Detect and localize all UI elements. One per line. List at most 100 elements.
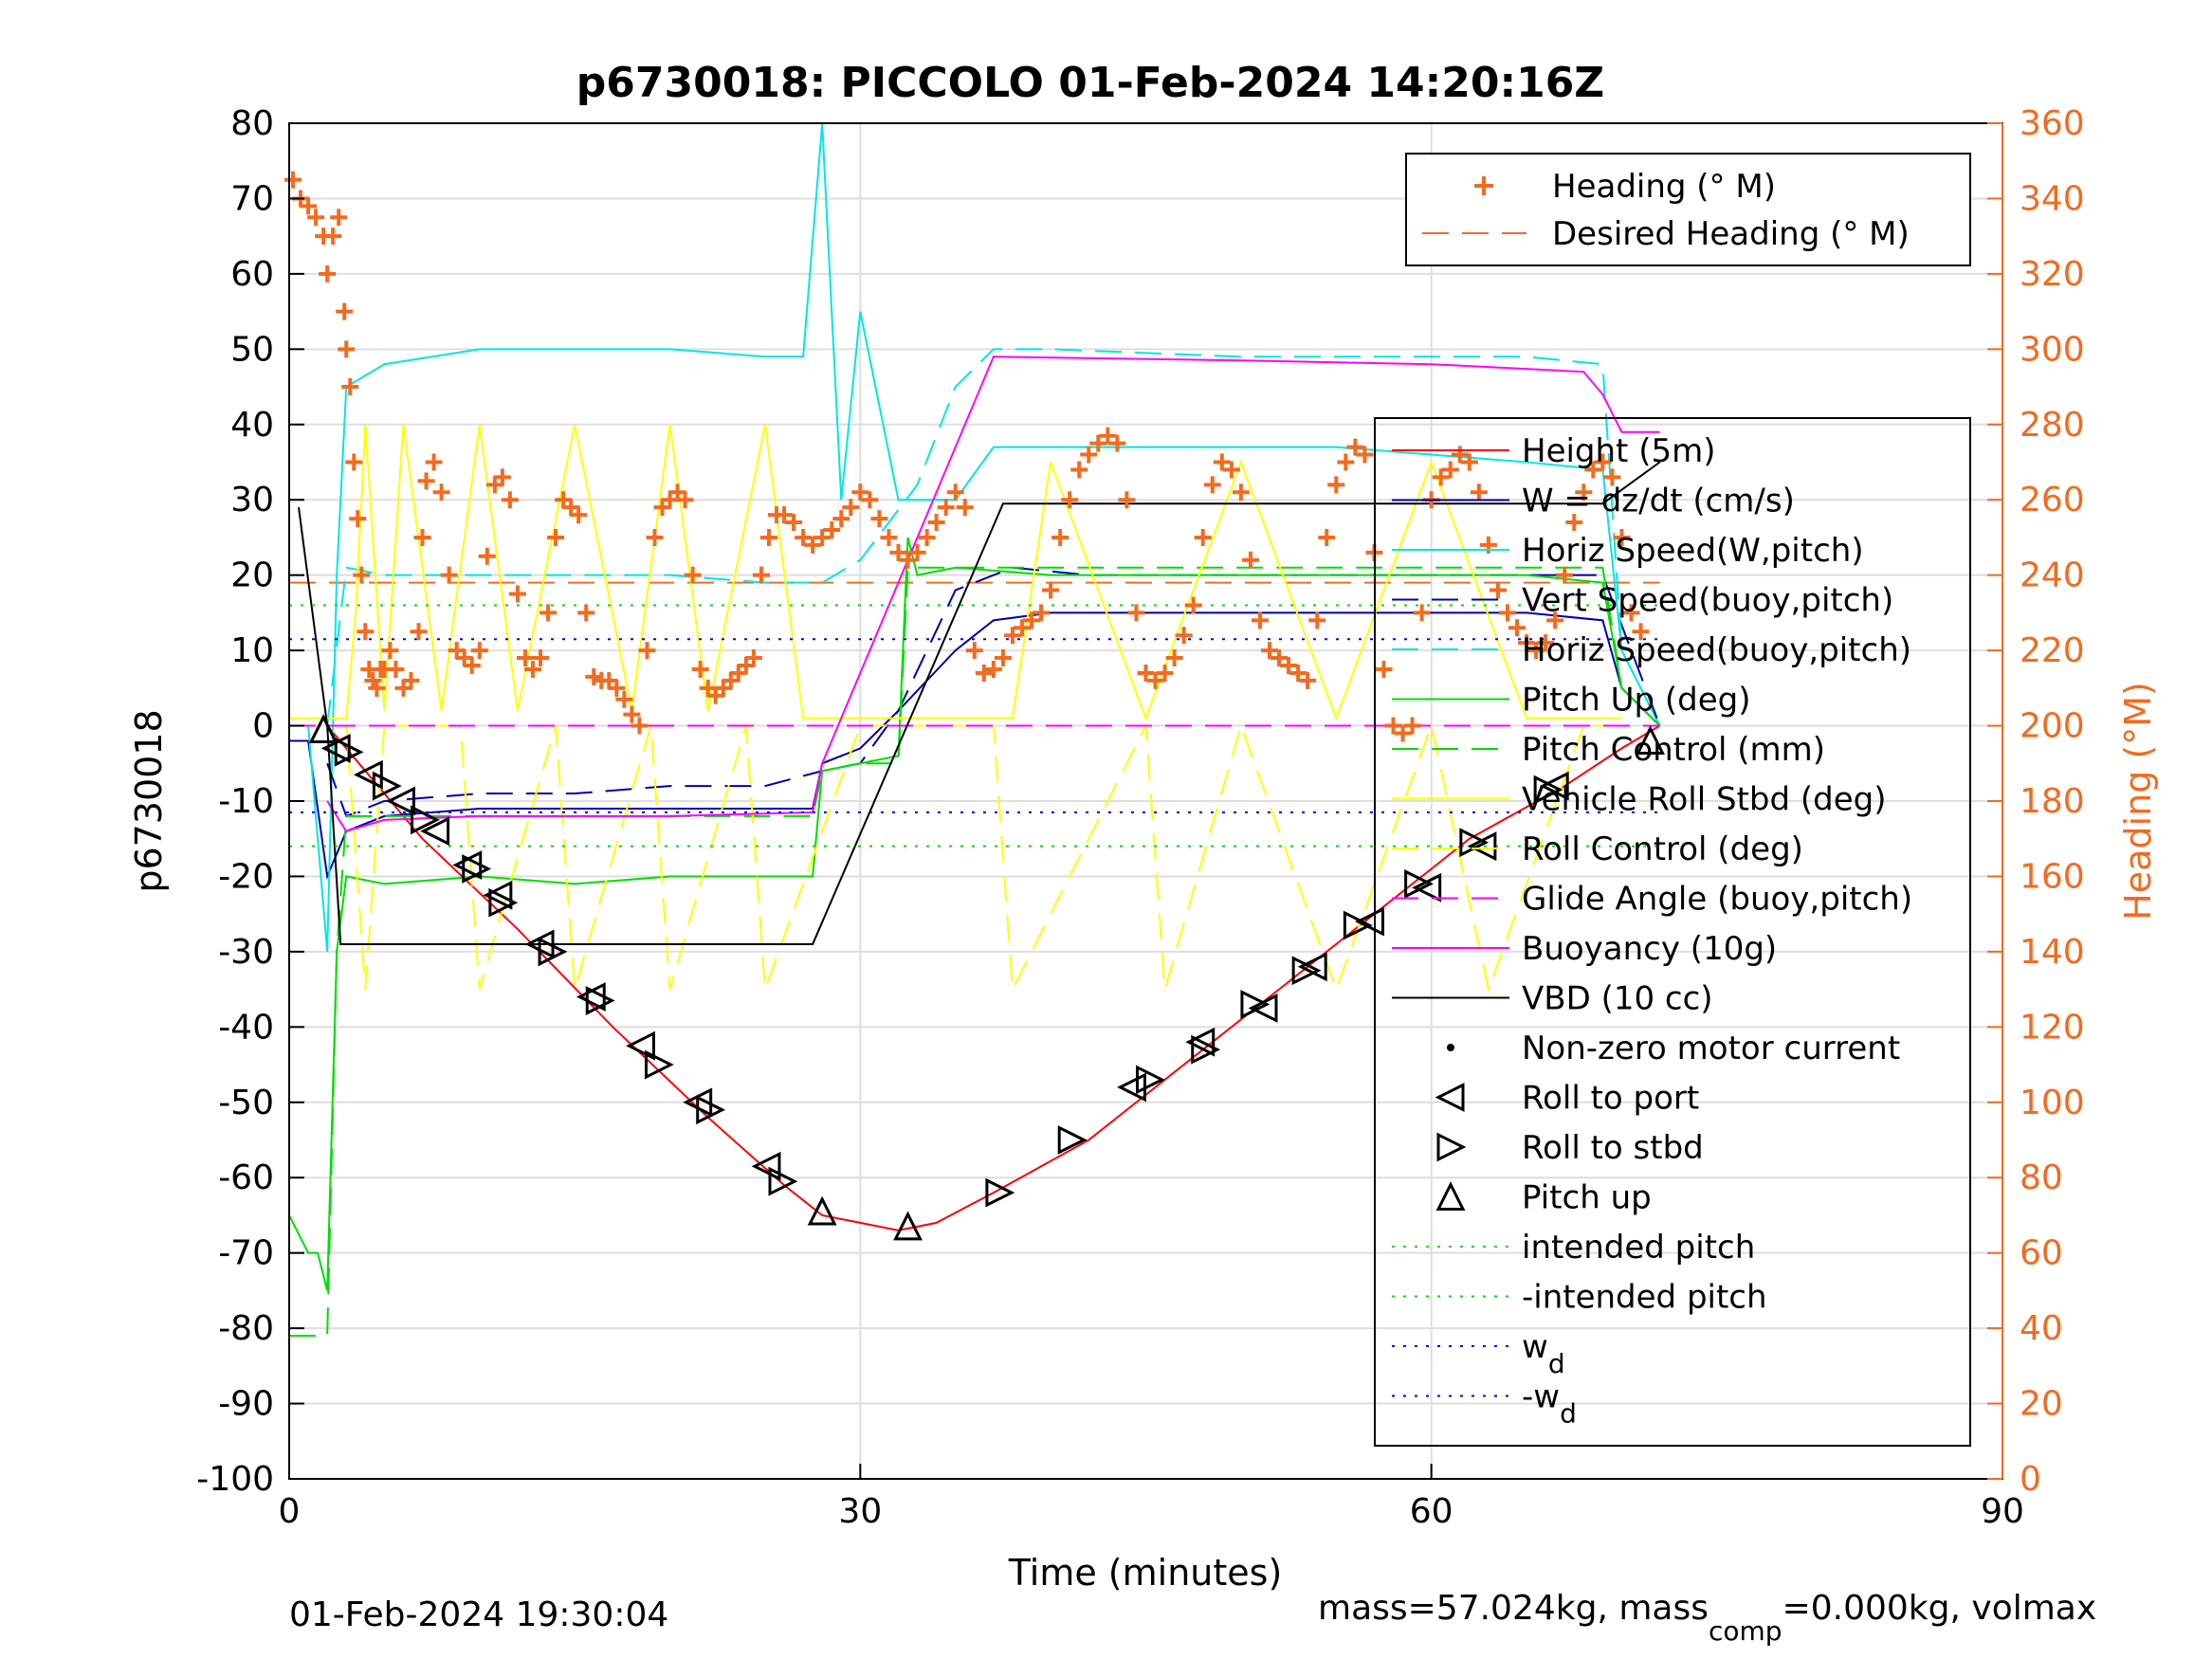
heading-point (646, 528, 664, 546)
heading-point (1165, 649, 1183, 667)
heading-point (1203, 476, 1221, 494)
y-tick-label: 80 (230, 104, 274, 143)
roll-to-stbd-marker (768, 1166, 798, 1196)
heading-point (1194, 528, 1212, 546)
heading-point (832, 510, 850, 528)
heading-point (1470, 483, 1488, 501)
roll-to-stbd-marker (462, 854, 492, 884)
heading-point (1099, 427, 1117, 445)
heading-point (501, 491, 519, 509)
roll-to-stbd-marker (411, 805, 440, 835)
heading-point (1003, 627, 1021, 645)
heading-point (1594, 453, 1612, 471)
heading-point (1080, 446, 1098, 464)
heading-point (353, 566, 371, 584)
series-vehicle-roll-stbd-deg-line (289, 424, 1622, 721)
heading-point (585, 667, 603, 685)
heading-point (1289, 664, 1307, 682)
series-buoyancy-10g-line (326, 356, 1660, 832)
roll-to-stbd-marker (585, 986, 615, 1015)
heading-point (1118, 491, 1136, 509)
heading-point (402, 671, 420, 689)
heading-point (1033, 604, 1051, 622)
y-tick-label: 50 (230, 330, 274, 369)
heading-point (975, 664, 993, 682)
heading-point (1061, 491, 1079, 509)
legend-main-label: -wd (1522, 1378, 1577, 1430)
heading-point (1613, 528, 1631, 546)
heading-point (823, 521, 841, 538)
heading-point (1261, 642, 1279, 660)
heading-point (851, 483, 869, 501)
y2-tick-label: 0 (2020, 1460, 2041, 1499)
heading-point (493, 468, 511, 486)
legend-main-label: Pitch Up (deg) (1522, 682, 1750, 720)
heading-point (899, 551, 917, 569)
heading-point (1441, 461, 1459, 479)
heading-point (1584, 461, 1602, 479)
legend-subscript: d (1548, 1348, 1565, 1379)
heading-point (889, 543, 907, 561)
roll-to-stbd-marker (1191, 1034, 1221, 1065)
heading-point (1632, 623, 1650, 641)
heading-point (1051, 528, 1069, 546)
legend-main-label: Vert Speed(buoy,pitch) (1522, 582, 1893, 620)
heading-point (946, 483, 964, 501)
heading-point (368, 679, 386, 697)
heading-point (1518, 634, 1536, 652)
heading-point (1308, 611, 1326, 629)
heading-point (1537, 634, 1555, 652)
y-tick-label: 10 (230, 631, 274, 670)
heading-point (523, 660, 541, 678)
series-horiz-speed-w-pitch-line (289, 122, 1661, 952)
legend-main-label: Height (5m) (1522, 432, 1715, 470)
roll-to-port-marker (751, 1151, 781, 1181)
heading-point (1070, 461, 1088, 479)
y-tick-label: 60 (230, 255, 274, 294)
y-tick-label: 30 (230, 481, 274, 520)
legend-main-label: Buoyancy (10g) (1522, 930, 1777, 968)
series-pitch-control-mm-line (289, 566, 1661, 1338)
roll-to-stbd-marker (1291, 956, 1322, 986)
heading-point (1508, 619, 1526, 637)
heading-point (795, 528, 813, 546)
heading-point (1622, 604, 1640, 622)
roll-to-port-marker (386, 786, 415, 816)
heading-point (1394, 724, 1412, 742)
heading-point (532, 649, 550, 667)
x-tick-label: 30 (838, 1492, 882, 1531)
legend-top: Heading (° M) Desired Heading (° M) (1405, 153, 1971, 266)
y2-tick-label: 320 (2020, 255, 2085, 294)
y2-tick-label: 40 (2020, 1309, 2063, 1348)
heading-point (1137, 664, 1155, 682)
heading-point (785, 514, 803, 532)
heading-point (1146, 671, 1164, 689)
x-tick-label: 0 (279, 1492, 301, 1531)
pitch-up-marker (893, 1211, 923, 1241)
legend-main-label: Roll to stbd (1522, 1129, 1704, 1167)
roll-to-stbd-marker (488, 887, 519, 918)
legend-main-label: Pitch Control (mm) (1522, 731, 1825, 769)
heading-point (1013, 619, 1031, 637)
heading-point (338, 340, 356, 358)
y2-tick-label: 240 (2020, 556, 2085, 595)
heading-point (381, 642, 399, 660)
roll-to-port-marker (1355, 906, 1384, 937)
heading-point (1241, 551, 1259, 569)
roll-to-stbd-marker (334, 737, 364, 767)
y2-tick-label: 20 (2020, 1385, 2063, 1424)
legend-main-label: Non-zero motor current (1522, 1030, 1900, 1067)
heading-point (1327, 476, 1345, 494)
roll-to-port-marker (420, 816, 450, 847)
heading-point (608, 679, 626, 697)
heading-point (1299, 671, 1317, 689)
y2-tick-label: 120 (2020, 1008, 2085, 1047)
heading-point (463, 657, 481, 674)
y-tick-label: -60 (218, 1158, 274, 1197)
legend-main-label: Pitch up (1522, 1179, 1652, 1217)
roll-to-stbd-marker (696, 1095, 726, 1125)
heading-point (336, 302, 354, 320)
heading-point (356, 623, 375, 641)
heading-point (965, 642, 983, 660)
y2-tick-label: 180 (2020, 782, 2085, 821)
